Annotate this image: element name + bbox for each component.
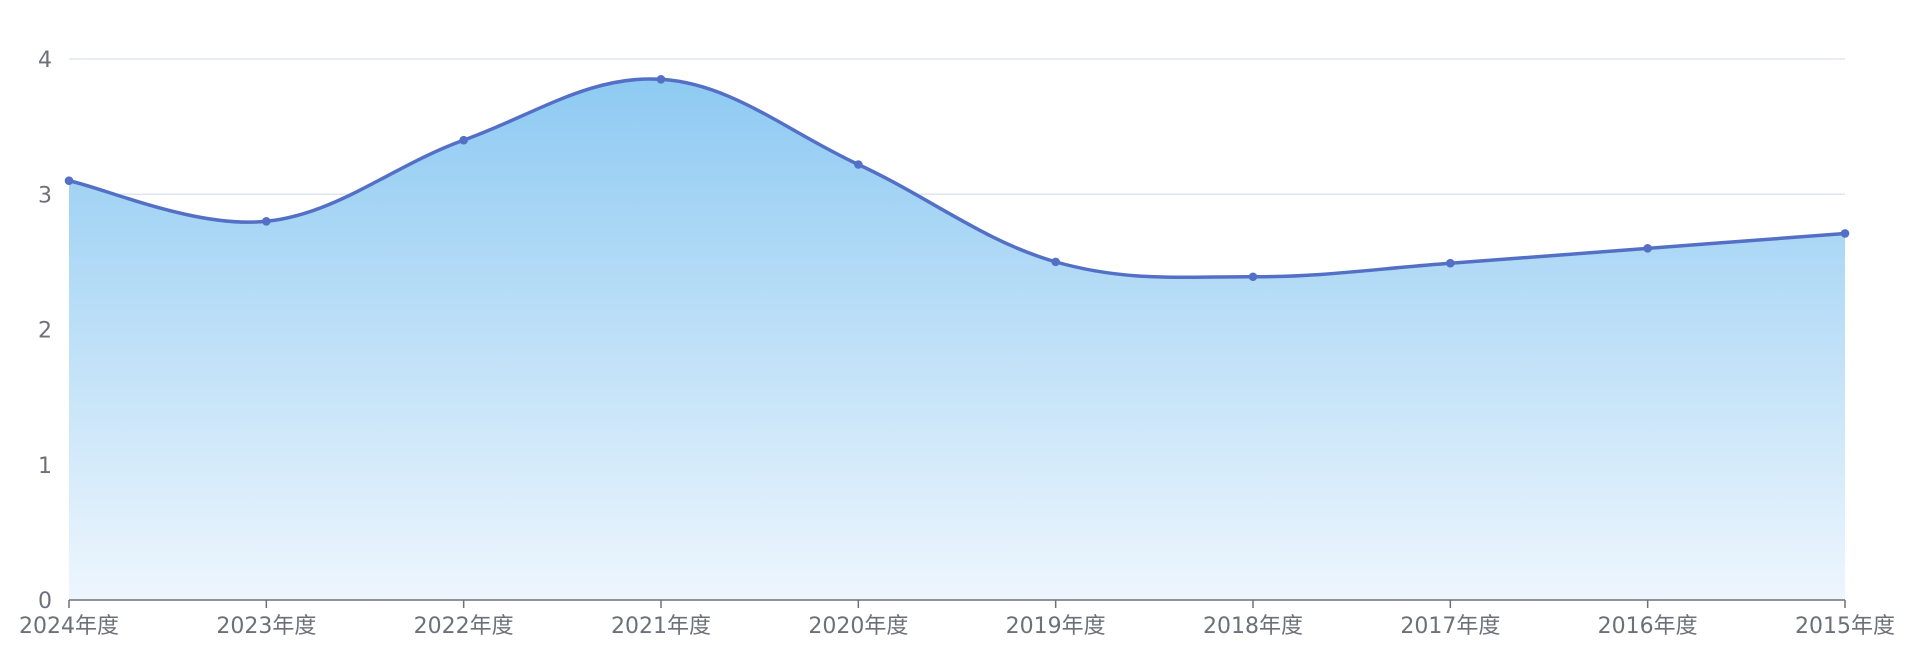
x-axis: [68, 599, 1846, 608]
data-point: [854, 160, 863, 169]
data-point: [1051, 257, 1060, 267]
series-line: [68, 77, 1846, 280]
x-tick-label: 2021年度: [611, 614, 711, 639]
data-points: [64, 74, 1850, 282]
y-tick-label: 4: [38, 48, 52, 73]
series-line-layer: [68, 77, 1846, 280]
x-tick-label: 2024年度: [19, 614, 119, 639]
x-tick-label: 2022年度: [414, 614, 514, 639]
data-point: [459, 135, 468, 145]
x-tick-label: 2016年度: [1598, 614, 1698, 639]
y-tick-label: 1: [38, 454, 52, 479]
y-tick-label: 3: [38, 183, 52, 208]
x-tick-label: 2015年度: [1795, 614, 1895, 639]
y-tick-label: 2: [38, 319, 52, 344]
series-area: [69, 78, 1845, 600]
data-point: [1248, 272, 1258, 282]
data-point: [656, 74, 666, 84]
x-tick-label: 2020年度: [808, 614, 908, 639]
area-fill-layer: [69, 78, 1845, 600]
x-tick-label: 2018年度: [1203, 614, 1303, 639]
data-point: [1643, 244, 1652, 253]
x-tick-label: 2023年度: [216, 614, 316, 639]
x-axis-tick-labels: 2024年度 2023年度 2022年度 2021年度 2020年度 2019年度 2018…: [19, 614, 1895, 639]
data-point: [1840, 229, 1850, 238]
y-axis-tick-labels: 0 1 2 3 4: [38, 48, 52, 614]
x-tick-label: 2019年度: [1006, 614, 1106, 639]
data-point: [1446, 258, 1455, 268]
y-tick-label: 0: [38, 589, 52, 614]
data-point: [262, 217, 271, 226]
data-point: [64, 176, 74, 186]
x-tick-label: 2017年度: [1400, 614, 1500, 639]
